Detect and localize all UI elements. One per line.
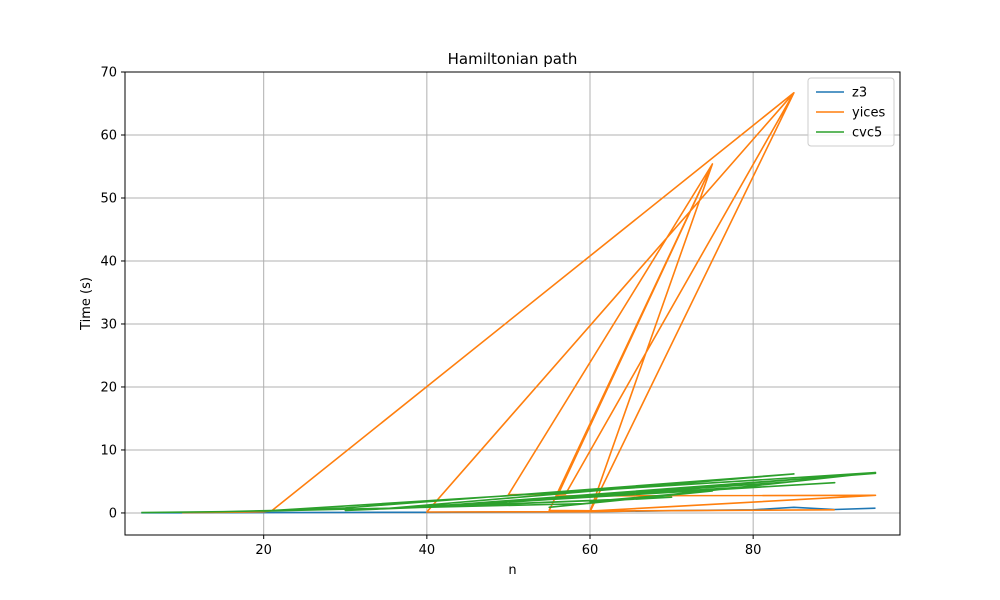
x-tick-label: 40 <box>419 543 436 558</box>
axis-ticks: 20 40 60 80 0 10 20 30 40 50 60 70 <box>100 66 761 559</box>
legend-box <box>807 77 895 147</box>
y-tick-label: 40 <box>100 254 117 269</box>
legend: z3 yices cvc5 <box>807 77 895 147</box>
legend-label-z3: z3 <box>852 86 867 101</box>
y-tick-label: 30 <box>100 317 117 332</box>
y-axis-label: Time (s) <box>79 277 94 331</box>
x-tick-label: 60 <box>582 543 599 558</box>
chart-title: Hamiltonian path <box>448 50 578 68</box>
series-line-cvc5 <box>141 471 877 514</box>
y-tick-label: 60 <box>100 128 117 143</box>
legend-label-cvc5: cvc5 <box>852 126 882 141</box>
y-tick-label: 20 <box>100 380 117 395</box>
legend-label-yices: yices <box>852 106 885 121</box>
x-tick-label: 80 <box>745 543 762 558</box>
y-tick-label: 50 <box>100 191 117 206</box>
grid <box>125 71 900 535</box>
y-tick-label: 0 <box>109 506 117 521</box>
plot-frame <box>124 71 901 536</box>
series-lines <box>141 92 877 514</box>
x-tick-label: 20 <box>255 543 272 558</box>
y-tick-label: 70 <box>100 66 117 81</box>
x-axis-label: n <box>508 563 516 578</box>
y-tick-label: 10 <box>100 443 117 458</box>
